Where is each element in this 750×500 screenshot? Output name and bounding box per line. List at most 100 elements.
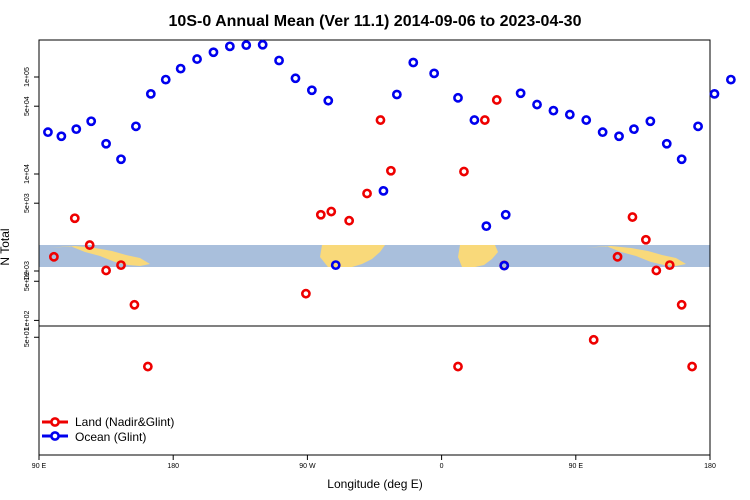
ocean-point-9 [175, 63, 186, 74]
land-point-9 [326, 206, 337, 217]
land-point-4 [116, 260, 126, 271]
ocean-point-0 [43, 127, 53, 138]
land-point-24 [664, 260, 675, 271]
ocean-point-28 [500, 209, 511, 220]
ocean-point-10 [192, 54, 202, 64]
map-landmass-africa [458, 245, 498, 267]
ocean-point-22 [408, 57, 419, 68]
ocean-point-25 [469, 115, 480, 125]
x-tick-label-1: 180 [167, 463, 179, 470]
ocean-point-17 [306, 85, 317, 96]
ocean-point-42 [725, 74, 736, 85]
ocean-point-30 [532, 99, 542, 110]
ocean-point-34 [597, 127, 608, 138]
ocean-point-5 [116, 154, 126, 165]
y-tick-label-4: 5e+03 [24, 193, 31, 213]
ocean-point-27 [499, 260, 510, 271]
ocean-point-7 [145, 88, 156, 99]
land-point-25 [676, 299, 687, 310]
y-tick-label-0: 5e+01 [24, 327, 31, 347]
ocean-point-32 [564, 109, 575, 120]
y-tick-label-6: 5e+04 [24, 96, 31, 116]
x-tick-label-0: 90 E [32, 463, 47, 470]
ocean-point-23 [429, 68, 440, 79]
legend: Land (Nadir&Glint) Ocean (Glint) [42, 415, 174, 444]
ocean-point-41 [709, 88, 720, 99]
land-point-22 [640, 234, 651, 245]
series-ocean [43, 39, 736, 271]
ocean-point-39 [676, 154, 687, 165]
land-point-1 [69, 213, 80, 224]
land-point-2 [84, 240, 95, 250]
legend-land-label: Land (Nadir&Glint) [75, 415, 174, 429]
ocean-point-2 [71, 124, 82, 135]
ocean-point-35 [614, 131, 624, 142]
land-point-26 [687, 361, 698, 372]
land-point-10 [344, 215, 355, 226]
map-landmass-maritime-continent [50, 246, 150, 266]
ocean-point-38 [661, 138, 672, 149]
land-point-15 [459, 166, 469, 177]
y-tick-label-3: 1e+03 [24, 261, 31, 281]
ocean-point-6 [131, 121, 141, 132]
map-landmass-maritime-continent-repeat [586, 246, 686, 266]
land-point-5 [129, 299, 140, 310]
land-point-6 [142, 361, 153, 372]
ocean-point-18 [323, 95, 334, 106]
land-point-19 [588, 334, 599, 345]
ocean-point-4 [101, 138, 111, 149]
ocean-point-3 [86, 116, 97, 127]
land-point-17 [491, 95, 502, 105]
y-axis-label: N Total [0, 228, 12, 265]
legend-ocean-label: Ocean (Glint) [75, 430, 146, 444]
ocean-point-16 [290, 73, 301, 84]
ocean-point-20 [378, 185, 389, 196]
x-tick-label-4: 90 E [569, 463, 584, 470]
ocean-point-11 [208, 47, 219, 58]
legend-ocean-marker [50, 431, 60, 441]
ocean-point-33 [581, 115, 592, 125]
land-point-14 [453, 361, 463, 372]
ocean-point-12 [224, 41, 235, 52]
ocean-point-1 [56, 131, 67, 142]
land-point-21 [627, 212, 638, 222]
ocean-point-31 [548, 105, 559, 116]
y-tick-label-7: 1e+05 [24, 67, 31, 87]
plot-frame [38, 39, 711, 456]
land-point-13 [386, 165, 396, 176]
ocean-point-21 [391, 89, 402, 100]
land-point-16 [479, 115, 490, 125]
ocean-point-24 [453, 92, 463, 103]
x-tick-label-2: 90 W [299, 463, 316, 470]
land-point-12 [375, 115, 386, 125]
ocean-point-26 [481, 221, 492, 232]
ocean-point-8 [160, 74, 171, 85]
y-tick-label-1: 1e+02 [24, 310, 31, 330]
y-tick-label-2: 5e+02 [24, 271, 31, 291]
ocean-point-14 [257, 39, 268, 50]
ocean-point-37 [645, 116, 656, 127]
land-point-20 [612, 251, 623, 262]
y-tick-label-5: 1e+04 [24, 164, 31, 184]
ocean-point-15 [274, 55, 284, 66]
series-land [49, 95, 698, 372]
legend-land-marker [50, 417, 60, 427]
ocean-point-36 [629, 124, 639, 135]
chart-title: 10S-0 Annual Mean (Ver 11.1) 2014-09-06 … [169, 13, 582, 30]
land-point-0 [49, 251, 59, 262]
x-axis: 90 E 180 90 W 0 90 E 180 [32, 455, 716, 470]
x-axis-label: Longitude (deg E) [327, 477, 422, 491]
ocean-point-19 [330, 260, 341, 271]
ocean-point-40 [693, 121, 703, 132]
land-point-3 [101, 265, 111, 276]
land-point-11 [362, 188, 372, 199]
ocean-point-29 [515, 88, 526, 99]
land-point-8 [315, 209, 326, 220]
land-point-23 [651, 265, 662, 276]
ocean-point-13 [241, 40, 252, 51]
land-point-7 [301, 288, 311, 299]
x-tick-label-5: 180 [704, 463, 716, 470]
